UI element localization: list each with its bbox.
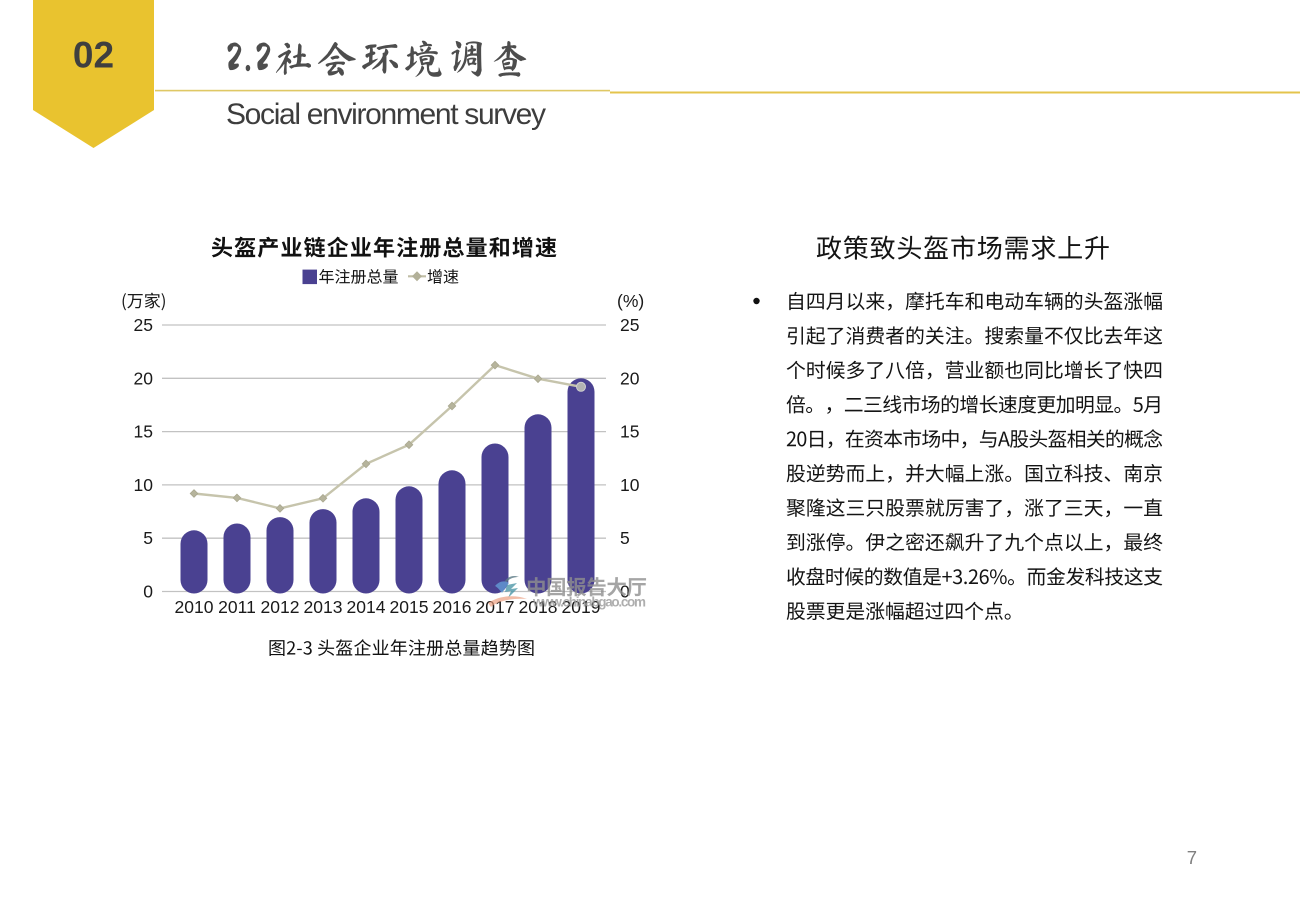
svg-text:2012: 2012 (261, 597, 300, 617)
svg-text:2019: 2019 (562, 597, 601, 617)
svg-text:02: 02 (73, 35, 114, 76)
svg-text:15: 15 (134, 422, 153, 442)
svg-text:5: 5 (620, 528, 630, 548)
svg-text:2016: 2016 (433, 597, 472, 617)
svg-text:(%): (%) (617, 291, 644, 311)
svg-text:15: 15 (620, 422, 639, 442)
svg-text:2014: 2014 (347, 597, 386, 617)
svg-text:20: 20 (620, 368, 640, 388)
svg-text:25: 25 (134, 315, 153, 335)
svg-text:Social environment survey: Social environment survey (226, 98, 546, 131)
svg-text:0: 0 (143, 582, 153, 602)
svg-text:2013: 2013 (304, 597, 343, 617)
svg-text:25: 25 (620, 315, 639, 335)
svg-text:2015: 2015 (390, 597, 429, 617)
svg-text:10: 10 (134, 475, 154, 495)
svg-text:20: 20 (134, 368, 154, 388)
svg-text:www.chinabgao.com: www.chinabgao.com (532, 595, 646, 610)
svg-text:2011: 2011 (218, 597, 256, 617)
svg-text:0: 0 (620, 582, 630, 602)
svg-text:7: 7 (1187, 847, 1197, 868)
svg-text:10: 10 (620, 475, 640, 495)
svg-text:2017: 2017 (476, 597, 515, 617)
svg-text:5: 5 (143, 528, 153, 548)
svg-text:2018: 2018 (519, 597, 558, 617)
svg-text:2010: 2010 (175, 597, 214, 617)
